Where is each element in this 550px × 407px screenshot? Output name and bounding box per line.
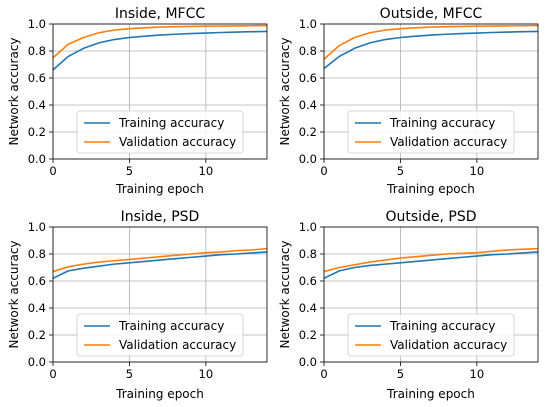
- y-tick-label: 0.4: [28, 98, 46, 112]
- y-tick-label: 1.0: [299, 17, 317, 31]
- series-line-validation-accuracy: [52, 24, 268, 59]
- panel-outside-mfcc: Outside, MFCC Network accuracy Training …: [278, 6, 539, 196]
- series-line-validation-accuracy: [323, 24, 539, 60]
- legend: Training accuracy Validation accuracy: [76, 110, 244, 154]
- series-line-training-accuracy: [52, 30, 268, 71]
- x-tick-label: 5: [126, 367, 133, 381]
- y-axis-label: Network accuracy: [7, 37, 21, 145]
- series-line-training-accuracy: [323, 30, 539, 70]
- chart-title: Inside, PSD: [121, 209, 200, 225]
- panel-outside-psd: Outside, PSD Network accuracy Training e…: [278, 209, 539, 401]
- y-axis-label: Network accuracy: [7, 240, 21, 348]
- legend-box: [76, 313, 244, 357]
- series-line-training-accuracy: [52, 251, 268, 280]
- axes-frame: [52, 23, 268, 160]
- panel-inside-psd: Inside, PSD Network accuracy Training ep…: [7, 209, 268, 401]
- legend-entry: Training accuracy: [389, 319, 495, 333]
- y-tick-label: 1.0: [28, 17, 46, 31]
- axes-frame: [323, 23, 539, 160]
- y-tick-label: 0.8: [28, 247, 46, 261]
- legend-entry: Training accuracy: [389, 116, 495, 130]
- y-axis-label: Network accuracy: [278, 240, 292, 348]
- y-tick-label: 0.8: [299, 44, 317, 58]
- y-tick-label: 0.6: [28, 71, 46, 85]
- y-tick-label: 0.4: [28, 301, 46, 315]
- legend: Training accuracy Validation accuracy: [347, 313, 515, 357]
- y-tick-label: 0.0: [299, 355, 317, 369]
- x-tick-label: 0: [49, 367, 56, 381]
- legend-entry: Training accuracy: [118, 319, 224, 333]
- y-tick-label: 0.0: [28, 355, 46, 369]
- y-tick-label: 0.2: [299, 125, 317, 139]
- x-tick-label: 5: [397, 367, 404, 381]
- y-tick-label: 0.8: [28, 44, 46, 58]
- y-tick-label: 0.6: [299, 71, 317, 85]
- y-tick-label: 0.0: [28, 152, 46, 166]
- y-tick-label: 0.4: [299, 98, 317, 112]
- plot-area: 0.0 0.2 0.4 0.6 0.8 1.0 0 5 10 Training accuracy V…: [299, 220, 539, 381]
- panel-inside-mfcc: Inside, MFCC Network accuracy Training e…: [7, 6, 268, 196]
- axes-frame: [52, 226, 268, 363]
- x-tick-label: 5: [126, 164, 133, 178]
- y-tick-label: 0.2: [28, 125, 46, 139]
- legend-box: [76, 110, 244, 154]
- y-tick-label: 0.0: [299, 152, 317, 166]
- x-tick-label: 5: [397, 164, 404, 178]
- series-line-validation-accuracy: [52, 247, 268, 273]
- x-tick-label: 10: [199, 164, 214, 178]
- x-tick-label: 10: [470, 164, 485, 178]
- y-tick-label: 0.8: [299, 247, 317, 261]
- chart-title: Outside, MFCC: [380, 6, 483, 22]
- x-tick-label: 10: [199, 367, 214, 381]
- chart-title: Inside, MFCC: [115, 6, 205, 22]
- y-tick-label: 1.0: [299, 220, 317, 234]
- legend-entry: Validation accuracy: [390, 135, 507, 149]
- x-tick-label: 0: [320, 367, 327, 381]
- x-tick-label: 0: [49, 164, 56, 178]
- y-tick-label: 0.2: [299, 328, 317, 342]
- legend: Training accuracy Validation accuracy: [347, 110, 515, 154]
- axes-frame: [323, 226, 539, 363]
- y-tick-label: 0.4: [299, 301, 317, 315]
- legend-entry: Validation accuracy: [390, 338, 507, 352]
- x-axis-label: Training epoch: [115, 182, 204, 196]
- x-tick-label: 10: [470, 367, 485, 381]
- x-tick-label: 0: [320, 164, 327, 178]
- legend-entry: Training accuracy: [118, 116, 224, 130]
- x-axis-label: Training epoch: [386, 387, 475, 401]
- plot-area: 0.0 0.2 0.4 0.6 0.8 1.0 0 5 10 Training accuracy V…: [28, 220, 268, 381]
- y-tick-label: 0.6: [28, 274, 46, 288]
- plot-area: 0.0 0.2 0.4 0.6 0.8 1.0 0 5 10 Training accuracy V…: [299, 17, 539, 178]
- legend-entry: Validation accuracy: [119, 338, 236, 352]
- chart-title: Outside, PSD: [385, 209, 476, 225]
- legend: Training accuracy Validation accuracy: [76, 313, 244, 357]
- legend-box: [347, 110, 515, 154]
- y-tick-label: 1.0: [28, 220, 46, 234]
- legend-box: [347, 313, 515, 357]
- series-line-validation-accuracy: [323, 247, 539, 273]
- legend-entry: Validation accuracy: [119, 135, 236, 149]
- y-axis-label: Network accuracy: [278, 37, 292, 145]
- y-tick-label: 0.6: [299, 274, 317, 288]
- y-tick-label: 0.2: [28, 328, 46, 342]
- x-axis-label: Training epoch: [386, 182, 475, 196]
- series-line-training-accuracy: [323, 251, 539, 280]
- plot-area: 0.0 0.2 0.4 0.6 0.8 1.0 0 5 10 Training accuracy V…: [28, 17, 268, 178]
- x-axis-label: Training epoch: [115, 387, 204, 401]
